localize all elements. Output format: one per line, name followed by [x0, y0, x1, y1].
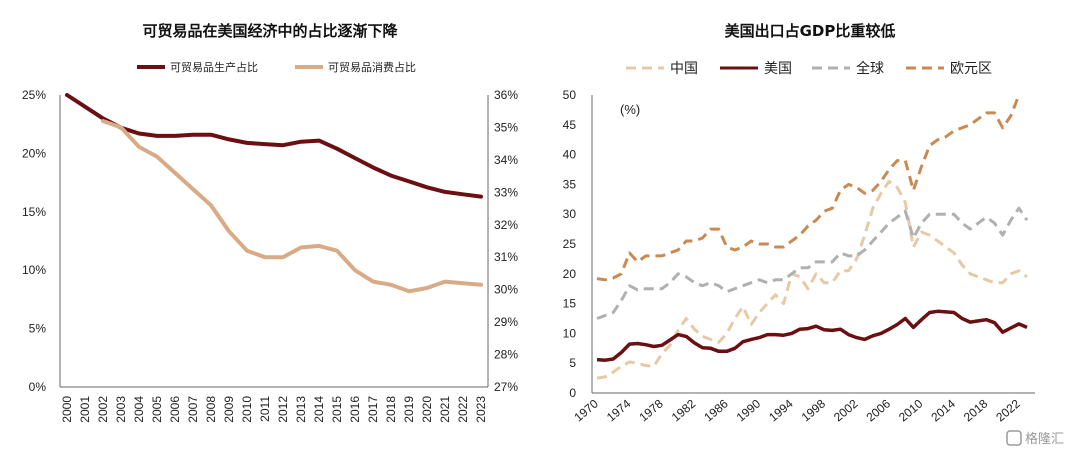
- right-chart-x-ticks: 1970 1974 1978 1982 1986 1990 1994 1998 2002 2006…: [571, 396, 1023, 424]
- right-y-tick-label: 30%: [494, 283, 518, 297]
- left-x-tick-label: 2000: [60, 396, 74, 423]
- right-chart-x-tick-label: 1978: [636, 396, 666, 424]
- right-chart-x-tick-label: 2022: [993, 396, 1023, 424]
- left-y-tick-label: 10%: [22, 263, 46, 277]
- left-chart-title: 可贸易品在美国经济中的占比逐渐下降: [142, 22, 398, 40]
- left-x-tick-label: 2011: [258, 396, 272, 422]
- left-y-ticks: 0% 5% 10% 15% 20% 25%: [22, 88, 46, 394]
- right-chart-x-tick-label: 1970: [571, 396, 601, 424]
- legend-label-production: 可贸易品生产占比: [170, 60, 258, 74]
- right-chart-y-tick-label: 5: [569, 356, 576, 370]
- right-y-tick-label: 36%: [494, 88, 518, 102]
- legend-label: 美国: [764, 61, 792, 77]
- watermark-logo-icon: [1006, 430, 1022, 446]
- right-y-ticks: 27% 28% 29% 30% 31% 32% 33% 34% 35% 36%: [494, 88, 518, 394]
- left-y-tick-label: 20%: [22, 146, 46, 160]
- right-y-tick-label: 34%: [494, 153, 518, 167]
- left-y-tick-label: 25%: [22, 88, 46, 102]
- left-y-tick-label: 15%: [22, 205, 46, 219]
- left-x-tick-label: 2019: [402, 396, 416, 423]
- right-y-tick-label: 31%: [494, 250, 518, 264]
- right-chart-x-tick-label: 1982: [669, 396, 699, 424]
- left-x-tick-label: 2010: [240, 396, 254, 423]
- right-y-tick-label: 28%: [494, 348, 518, 362]
- unit-label: (%): [620, 102, 640, 117]
- left-x-tick-label: 2001: [78, 396, 92, 423]
- left-chart: 可贸易品在美国经济中的占比逐渐下降 可贸易品生产占比 可贸易品消费占比 0% 5%…: [22, 22, 518, 423]
- left-x-tick-label: 2009: [222, 396, 236, 423]
- left-x-tick-label: 2021: [438, 396, 452, 423]
- left-x-ticks: 2000 2001 2002 2003 2004 2005 2006 2007 2008 2009…: [60, 396, 488, 423]
- left-x-tick-label: 2002: [96, 396, 110, 423]
- left-x-tick-label: 2008: [204, 396, 218, 423]
- left-x-tick-label: 2018: [384, 396, 398, 423]
- series-line: [596, 309, 1028, 362]
- right-y-tick-label: 29%: [494, 315, 518, 329]
- right-chart-x-tick-label: 2018: [961, 396, 991, 424]
- left-x-tick-label: 2023: [474, 396, 488, 423]
- right-chart-x-tick-label: 1998: [799, 396, 829, 424]
- left-series: [65, 93, 483, 294]
- left-y-tick-label: 5%: [29, 322, 47, 336]
- right-chart-y-tick-label: 10: [563, 326, 577, 340]
- left-x-tick-label: 2015: [330, 396, 344, 423]
- legend-label: 欧元区: [950, 61, 992, 77]
- right-chart-x-tick-label: 1974: [604, 396, 634, 424]
- series-line-consumption: [101, 119, 483, 294]
- right-chart-x-tick-label: 2006: [864, 396, 894, 424]
- right-chart-y-tick-label: 25: [563, 237, 577, 251]
- right-chart-y-tick-label: 20: [563, 267, 577, 281]
- left-legend: 可贸易品生产占比 可贸易品消费占比: [137, 60, 416, 74]
- right-chart-x-tick-label: 2002: [831, 396, 861, 424]
- left-x-tick-label: 2005: [150, 396, 164, 423]
- left-x-tick-label: 2022: [456, 396, 470, 423]
- right-chart-x-tick-label: 2014: [928, 396, 958, 424]
- right-chart-x-tick-label: 1986: [701, 396, 731, 424]
- legend-label: 全球: [856, 60, 884, 77]
- left-y-tick-label: 0%: [29, 380, 47, 394]
- left-x-tick-label: 2007: [186, 396, 200, 423]
- left-x-tick-label: 2014: [312, 396, 326, 423]
- right-chart-y-ticks: 0 5 10 15 20 25 30 35 40 45 50: [563, 88, 577, 400]
- left-x-tick-label: 2013: [294, 396, 308, 423]
- right-chart-y-tick-label: 45: [563, 118, 577, 132]
- series-line: [596, 94, 1021, 282]
- right-chart-x-tick-label: 2010: [896, 396, 926, 424]
- right-chart-y-tick-label: 50: [563, 88, 577, 102]
- left-x-tick-label: 2020: [420, 396, 434, 423]
- right-chart-y-tick-label: 0: [569, 386, 576, 400]
- right-chart-y-tick-label: 30: [563, 207, 577, 221]
- series-line: [596, 206, 1029, 320]
- watermark: 格隆汇: [1006, 430, 1064, 447]
- left-x-tick-label: 2017: [366, 396, 380, 423]
- right-chart-series: [596, 94, 1029, 380]
- legend-label-consumption: 可贸易品消费占比: [328, 60, 416, 74]
- right-chart-x-tick-label: 1994: [766, 396, 796, 424]
- series-line: [596, 179, 1028, 380]
- right-chart: 美国出口占GDP比重较低 中国 美国 全球 欧元区 (%) 0 5 10 15 20 25 30 3…: [563, 22, 1035, 424]
- right-y-tick-label: 33%: [494, 185, 518, 199]
- right-chart-y-tick-label: 35: [563, 177, 577, 191]
- left-x-tick-label: 2004: [132, 396, 146, 423]
- left-x-tick-label: 2003: [114, 396, 128, 423]
- right-chart-y-tick-label: 40: [563, 148, 577, 162]
- right-chart-title: 美国出口占GDP比重较低: [725, 22, 896, 40]
- right-y-tick-label: 35%: [494, 120, 518, 134]
- right-chart-x-tick-label: 1990: [734, 396, 764, 424]
- legend-label: 中国: [670, 61, 698, 77]
- right-y-tick-label: 27%: [494, 380, 518, 394]
- left-x-tick-label: 2012: [276, 396, 290, 423]
- right-chart-y-tick-label: 15: [563, 297, 577, 311]
- left-x-tick-label: 2016: [348, 396, 362, 423]
- left-x-tick-label: 2006: [168, 396, 182, 423]
- right-legend: 中国 美国 全球 欧元区: [626, 60, 992, 77]
- watermark-text: 格隆汇: [1025, 431, 1064, 447]
- series-line-production: [65, 93, 483, 199]
- right-y-tick-label: 32%: [494, 218, 518, 232]
